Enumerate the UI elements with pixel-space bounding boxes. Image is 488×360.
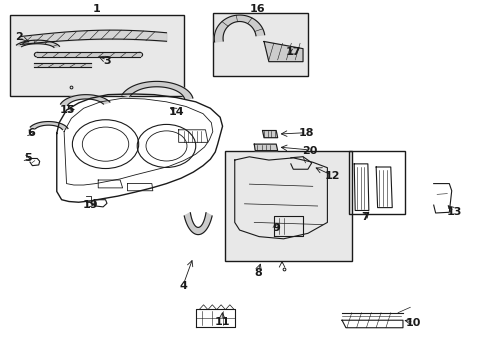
Text: 15: 15 — [60, 105, 75, 115]
Polygon shape — [61, 95, 110, 105]
Text: 2: 2 — [15, 32, 22, 41]
Text: 19: 19 — [83, 200, 99, 210]
Bar — [10, 15, 183, 96]
Text: 14: 14 — [168, 107, 183, 117]
Text: 17: 17 — [285, 47, 301, 57]
Text: 16: 16 — [249, 4, 264, 14]
Text: 5: 5 — [23, 153, 31, 163]
Text: 10: 10 — [405, 319, 421, 328]
Bar — [224, 151, 351, 261]
Polygon shape — [184, 213, 212, 235]
Text: 3: 3 — [103, 56, 111, 66]
Bar — [212, 13, 307, 76]
Text: 1: 1 — [93, 4, 101, 14]
Text: 4: 4 — [179, 281, 187, 291]
Polygon shape — [214, 15, 264, 42]
Text: 6: 6 — [27, 129, 35, 138]
Polygon shape — [17, 40, 60, 48]
Text: 12: 12 — [324, 171, 339, 181]
Text: 11: 11 — [214, 317, 229, 327]
Text: 8: 8 — [254, 267, 262, 278]
Polygon shape — [254, 144, 277, 150]
Ellipse shape — [34, 52, 40, 57]
Bar — [348, 151, 405, 214]
Text: 18: 18 — [298, 129, 313, 138]
Text: 20: 20 — [301, 145, 316, 156]
Polygon shape — [122, 81, 192, 99]
Polygon shape — [30, 122, 68, 130]
Text: 9: 9 — [272, 224, 280, 233]
Text: 13: 13 — [446, 207, 461, 217]
Polygon shape — [264, 41, 303, 62]
Text: 7: 7 — [361, 212, 368, 222]
Ellipse shape — [137, 52, 142, 57]
Polygon shape — [262, 131, 277, 138]
